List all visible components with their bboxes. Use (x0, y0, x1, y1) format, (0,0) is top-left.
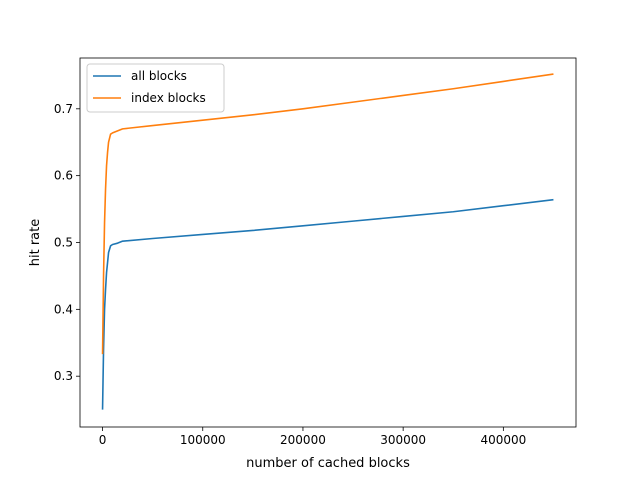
y-tick-label: 0.7 (54, 102, 73, 116)
legend-label: index blocks (131, 91, 206, 105)
x-axis-label: number of cached blocks (246, 456, 410, 471)
y-tick-label: 0.6 (54, 169, 73, 183)
legend-box (86, 63, 225, 113)
plot-area-frame (79, 57, 577, 428)
series-line-2 (101, 73, 554, 355)
legend: all blocks index blocks (86, 63, 225, 113)
x-tick-label: 0 (99, 433, 107, 447)
y-axis-ticks: 0.3 0.4 0.5 0.6 0.7 (54, 102, 80, 383)
y-tick-label: 0.3 (54, 369, 73, 383)
x-tick-label: 300000 (380, 433, 426, 447)
y-tick-label: 0.4 (54, 302, 73, 316)
legend-label: all blocks (131, 69, 187, 83)
series-line-1 (101, 198, 554, 410)
y-axis-label: hit rate (28, 219, 43, 267)
series-layer (101, 73, 554, 410)
x-axis-ticks: 0 100000 200000 300000 400000 (99, 427, 526, 447)
x-tick-label: 100000 (180, 433, 226, 447)
x-tick-label: 200000 (280, 433, 326, 447)
x-tick-label: 400000 (480, 433, 526, 447)
y-tick-label: 0.5 (54, 236, 73, 250)
